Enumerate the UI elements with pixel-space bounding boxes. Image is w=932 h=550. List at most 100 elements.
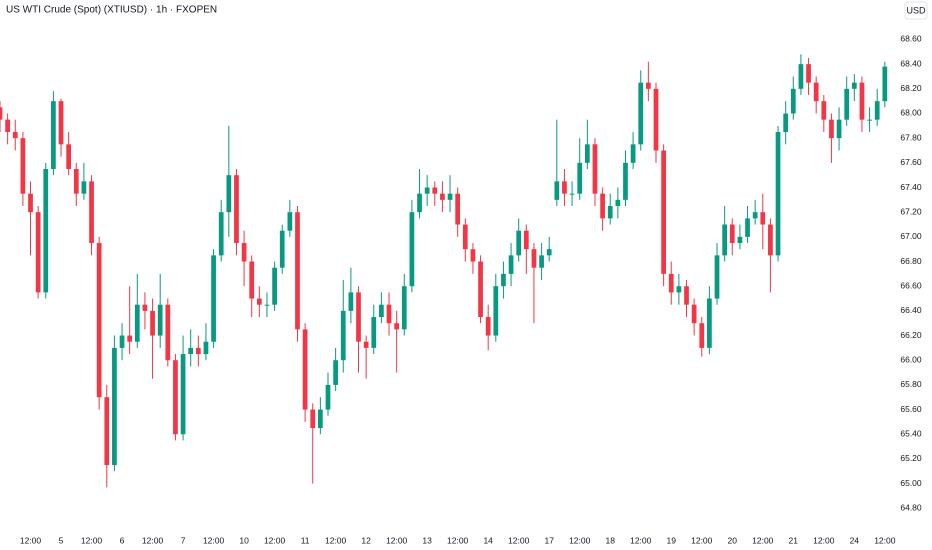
candle-body [882, 66, 888, 102]
candle-body [836, 119, 842, 139]
candle-body [379, 304, 384, 318]
candle-body [28, 193, 33, 213]
candle-body [737, 236, 743, 244]
x-tick-label: 24 [850, 535, 860, 545]
candle-body [844, 88, 850, 120]
candle-body [768, 224, 773, 256]
candle-body [325, 384, 331, 410]
x-tick-label: 10 [239, 535, 249, 545]
candle-body [394, 323, 400, 330]
candle-body [386, 304, 392, 324]
candle-body [798, 64, 804, 89]
x-tick-label: 18 [605, 535, 615, 545]
candle-body [127, 335, 133, 342]
candle-body [96, 243, 102, 398]
candle-body [508, 255, 514, 274]
candle-body [455, 193, 461, 225]
candle-body [310, 409, 316, 429]
y-tick-label: 68.60 [900, 34, 922, 44]
candle-body [554, 181, 560, 200]
candle-body [607, 206, 613, 219]
candle-body [81, 181, 87, 194]
candle-body [424, 187, 430, 194]
candle-body [592, 144, 598, 194]
title-backdrop [0, 0, 230, 20]
x-tick-label: 11 [301, 535, 310, 545]
candle-body [699, 323, 705, 348]
x-tick-label: 12:00 [142, 535, 164, 545]
x-tick-label: 7 [181, 535, 186, 545]
y-tick-label: 67.20 [900, 206, 922, 216]
x-tick-label: 17 [544, 535, 554, 545]
candle-body [5, 119, 10, 132]
candle-body [188, 347, 194, 355]
x-tick-label: 12:00 [264, 535, 286, 545]
candle-body [485, 317, 491, 336]
candle-body [821, 101, 827, 120]
candle-body [684, 286, 689, 305]
y-tick-label: 66.40 [900, 305, 922, 315]
x-tick-label: 12:00 [691, 535, 713, 545]
x-tick-label: 12:00 [508, 535, 530, 545]
x-tick-label: 12:00 [203, 535, 225, 545]
candle-body [417, 193, 422, 213]
candle-body [150, 310, 155, 336]
candle-body [218, 212, 224, 256]
x-tick-label: 20 [728, 535, 738, 545]
y-tick-label: 66.80 [900, 256, 922, 266]
candle-body [264, 304, 270, 306]
candle-body [653, 88, 659, 151]
x-tick-label: 6 [120, 535, 125, 545]
x-tick-label: 12:00 [20, 535, 42, 545]
x-tick-label: 14 [483, 535, 493, 545]
candle-body [813, 82, 819, 102]
candle-body [470, 249, 476, 262]
y-tick-label: 67.40 [900, 182, 922, 192]
x-tick-label: 13 [422, 535, 432, 545]
candle-body [745, 218, 750, 237]
candle-body [729, 224, 735, 244]
candle-body [371, 317, 377, 348]
candle-body [623, 162, 628, 200]
y-tick-label: 65.80 [900, 379, 922, 389]
candle-body [646, 82, 651, 89]
x-tick-label: 12:00 [752, 535, 774, 545]
candle-body [104, 397, 110, 466]
y-tick-label: 67.00 [900, 231, 922, 241]
x-tick-label: 5 [59, 535, 64, 545]
candle-body [35, 212, 41, 293]
candle-body [874, 101, 880, 120]
candle-body [295, 212, 300, 330]
currency-badge[interactable] [904, 1, 928, 20]
y-tick-label: 64.80 [900, 503, 922, 513]
candle-body [401, 286, 407, 330]
y-tick-label: 65.40 [900, 428, 922, 438]
candle-body [501, 273, 506, 287]
x-tick-label: 12:00 [81, 535, 103, 545]
candle-body [806, 64, 811, 83]
candle-body [157, 304, 163, 336]
candle-body [577, 162, 583, 194]
candle-body [707, 298, 712, 348]
x-tick-label: 12 [361, 535, 371, 545]
y-tick-label: 68.20 [900, 83, 922, 93]
candle-body [775, 132, 781, 256]
candle-body [66, 144, 72, 170]
candle-body [302, 329, 308, 410]
candle-body [668, 273, 674, 293]
candle-body [462, 224, 468, 250]
y-tick-label: 67.80 [900, 132, 922, 142]
candle-body [859, 82, 865, 120]
y-tick-label: 65.60 [900, 404, 922, 414]
candle-body [478, 261, 483, 318]
candle-body [447, 193, 453, 200]
candle-body [630, 144, 636, 163]
candle-body [211, 255, 216, 342]
candle-body [752, 212, 758, 219]
candle-body [203, 341, 209, 355]
candle-body [20, 138, 26, 194]
candle-body [142, 304, 148, 311]
candle-body [790, 88, 796, 114]
candle-body [539, 255, 544, 268]
